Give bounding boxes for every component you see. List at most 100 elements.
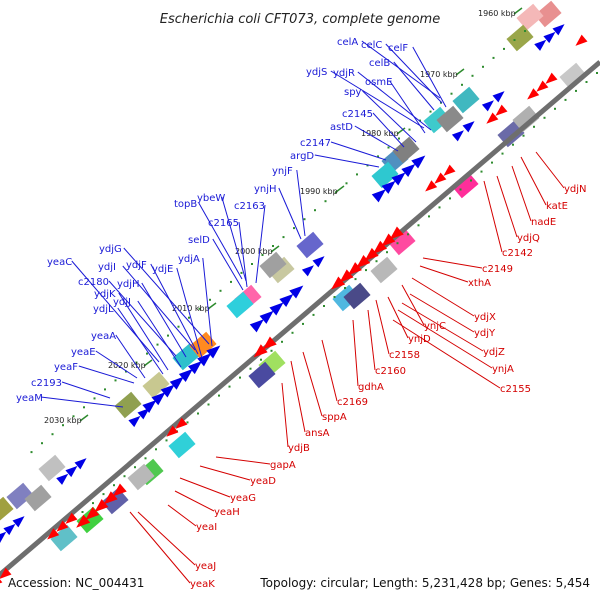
gene-label-c2145[interactable]: c2145 <box>342 109 373 120</box>
gene-label-celf[interactable]: celF <box>388 43 408 54</box>
gene-label-c2193[interactable]: c2193 <box>31 378 62 389</box>
minor-tick <box>144 457 147 460</box>
gene-label-ydje[interactable]: ydjE <box>152 264 173 275</box>
gene-label-ydjr[interactable]: ydjR <box>333 68 355 79</box>
gene-label-xtha[interactable]: xthA <box>468 278 491 289</box>
gene-label-celc[interactable]: celC <box>361 40 382 51</box>
gene-label-osme[interactable]: osmE <box>365 77 392 88</box>
gene-label-ydjl[interactable]: ydjL <box>93 304 114 315</box>
gene-label-c2142[interactable]: c2142 <box>502 248 533 259</box>
gene-label-spy[interactable]: spy <box>344 87 362 98</box>
gene-label-c2180[interactable]: c2180 <box>78 277 109 288</box>
leader-line-c2147 <box>330 141 387 161</box>
forward-gene-arrow <box>178 368 193 382</box>
gene-label-ansa[interactable]: ansA <box>305 428 330 439</box>
gene-label-c2149[interactable]: c2149 <box>482 264 513 275</box>
gene-label-ynjf[interactable]: ynjF <box>272 166 293 177</box>
gene-label-c2158[interactable]: c2158 <box>389 350 420 361</box>
gene-label-c2169[interactable]: c2169 <box>337 397 368 408</box>
gene-label-yead[interactable]: yeaD <box>250 476 276 487</box>
gene-label-ynjh[interactable]: ynjH <box>254 184 277 195</box>
gene-label-ydjq[interactable]: ydjQ <box>517 233 540 244</box>
leader-line-yeaa <box>115 334 146 379</box>
gene-label-ydjs[interactable]: ydjS <box>306 67 327 78</box>
leader-line-c2163 <box>255 204 266 284</box>
gene-label-ynjd[interactable]: ynjD <box>408 334 431 345</box>
feature-block <box>248 361 276 389</box>
gene-label-argd[interactable]: argD <box>290 151 314 162</box>
gene-label-yeam[interactable]: yeaM <box>16 393 43 404</box>
minor-tick <box>512 143 514 146</box>
gene-label-celb[interactable]: celB <box>369 58 390 69</box>
gene-label-ybew[interactable]: ybeW <box>197 193 225 204</box>
gene-label-ydjf[interactable]: ydjF <box>126 260 147 271</box>
gene-label-ydjh[interactable]: ydjH <box>117 279 140 290</box>
leader-line-celb <box>393 61 435 111</box>
leader-line-ynjf <box>296 169 306 237</box>
gene-label-yeag[interactable]: yeaG <box>230 493 256 504</box>
minor-tick <box>345 182 348 185</box>
minor-tick <box>440 101 442 104</box>
gene-label-yeah[interactable]: yeaH <box>214 507 240 518</box>
gene-label-seld[interactable]: selD <box>188 235 210 246</box>
reverse-strand-arrows <box>0 34 588 587</box>
leader-line-ybew <box>221 196 247 282</box>
gene-label-yeaj[interactable]: yeaJ <box>195 561 216 572</box>
gene-label-gdha[interactable]: gdhA <box>358 382 384 393</box>
gene-label-c2160[interactable]: c2160 <box>375 366 406 377</box>
gene-label-ydji[interactable]: ydjI <box>98 262 116 273</box>
minor-tick <box>501 152 504 155</box>
gene-label-yeak[interactable]: yeaK <box>190 579 215 590</box>
leader-line-yeae <box>95 350 138 379</box>
gene-label-nade[interactable]: nadE <box>531 217 556 228</box>
leader-line-ydjz <box>401 302 484 352</box>
gene-label-sppa[interactable]: sppA <box>322 412 347 423</box>
reverse-gene-arrow <box>575 34 588 46</box>
gene-label-yeai[interactable]: yeaI <box>196 522 217 533</box>
gene-label-ydja[interactable]: ydjA <box>178 254 200 265</box>
gene-label-c2165[interactable]: c2165 <box>208 218 239 229</box>
minor-tick <box>335 191 337 194</box>
gene-label-ydjx[interactable]: ydjX <box>474 312 496 323</box>
forward-gene-arrow <box>249 319 264 333</box>
gene-label-ydjy[interactable]: ydjY <box>474 328 496 339</box>
forward-gene-arrow <box>543 31 556 44</box>
gene-label-ydjj[interactable]: ydjJ <box>113 297 131 308</box>
gene-label-ynja[interactable]: ynjA <box>492 364 514 375</box>
gene-label-yeac[interactable]: yeaC <box>47 257 72 268</box>
leader-line-c2158 <box>375 299 390 355</box>
gene-label-kate[interactable]: katE <box>546 201 568 212</box>
gene-label-c2163[interactable]: c2163 <box>234 201 265 212</box>
gene-label-ydjb[interactable]: ydjB <box>288 443 310 454</box>
gene-label-gapa[interactable]: gapA <box>270 460 296 471</box>
forward-gene-arrow <box>128 415 141 428</box>
leader-line-sppa <box>302 351 323 417</box>
minor-tick <box>450 92 453 95</box>
leader-line-ydjb <box>281 382 289 448</box>
map-title: Escherichia coli CFT073, complete genome <box>160 12 440 27</box>
leader-line-gdha <box>352 319 359 387</box>
gene-label-cela[interactable]: celA <box>337 37 358 48</box>
forward-gene-arrow <box>206 345 221 359</box>
minor-tick <box>218 394 220 397</box>
leader-line-ydjj <box>137 300 182 368</box>
gene-label-ynjc[interactable]: ynjC <box>424 321 446 332</box>
gene-label-yeae[interactable]: yeaE <box>71 347 96 358</box>
gene-label-ydjk[interactable]: ydjK <box>94 289 116 300</box>
tick-mark <box>455 68 465 76</box>
gene-label-ydjn[interactable]: ydjN <box>564 184 587 195</box>
leader-line-seld <box>212 238 244 291</box>
tick-label-2010-kbp: 2010 kbp <box>172 304 210 313</box>
gene-label-ydjz[interactable]: ydjZ <box>483 347 505 358</box>
gene-label-c2155[interactable]: c2155 <box>500 384 531 395</box>
gene-label-c2147[interactable]: c2147 <box>300 138 331 149</box>
gene-label-ydjg[interactable]: ydjG <box>99 244 122 255</box>
minor-tick <box>417 224 420 227</box>
gene-label-yeaf[interactable]: yeaF <box>54 362 78 373</box>
tick-label-1970-kbp: 1970 kbp <box>420 70 458 79</box>
minor-tick <box>408 128 411 131</box>
gene-label-yeaa[interactable]: yeaA <box>91 331 116 342</box>
gene-label-topb[interactable]: topB <box>174 199 197 210</box>
gene-label-astd[interactable]: astD <box>330 122 353 133</box>
tick-label-1990-kbp: 1990 kbp <box>300 187 338 196</box>
